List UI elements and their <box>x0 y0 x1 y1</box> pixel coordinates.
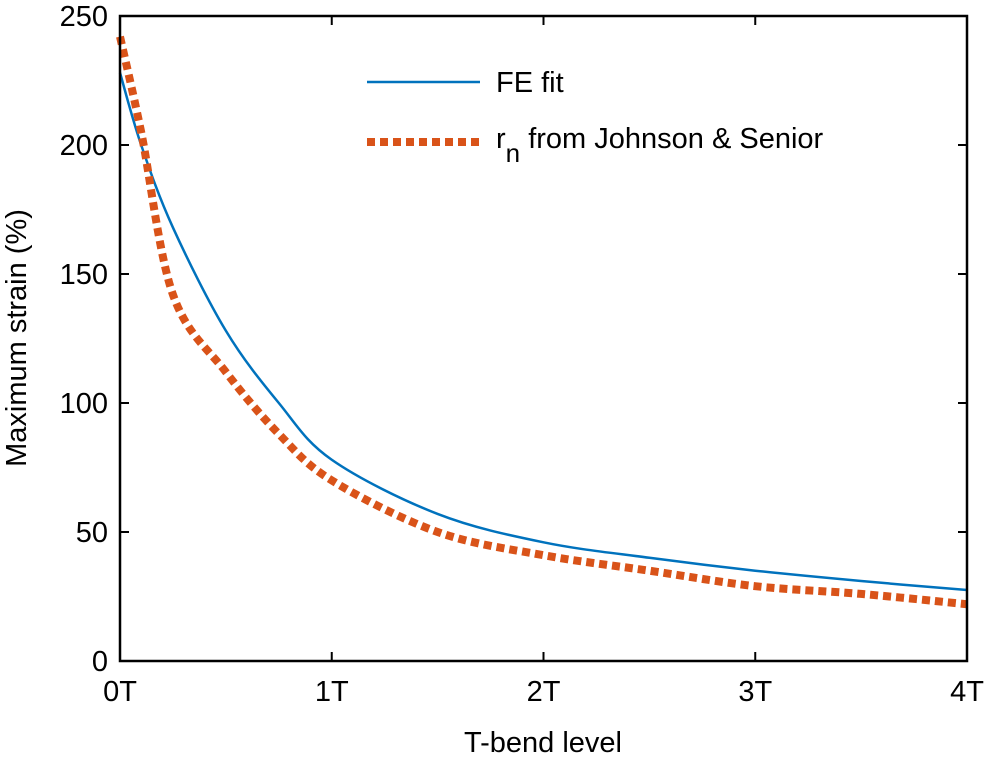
legend-label-fe-fit: FE fit <box>496 67 564 99</box>
x-tick-label: 2T <box>527 676 561 708</box>
axis-ticks: 0T 1T 2T 3T 4T 0 50 100 150 200 250 <box>60 1 985 708</box>
legend-label-johnson-senior: rn from Johnson & Senior <box>496 123 824 168</box>
y-axis-label: Maximum strain (%) <box>1 209 33 467</box>
series-group <box>116 35 968 609</box>
x-tick-label: 0T <box>103 676 137 708</box>
y-tick-label: 150 <box>60 259 108 291</box>
plot-frame <box>118 14 969 663</box>
x-tick-label: 3T <box>738 676 772 708</box>
x-axis-label: T-bend level <box>464 727 622 758</box>
series-johnson-senior <box>116 35 968 609</box>
x-tick-label: 1T <box>315 676 349 708</box>
y-tick-label: 0 <box>92 646 108 678</box>
y-tick-label: 50 <box>76 517 108 549</box>
legend: FE fit rn from Johnson & Senior <box>367 67 824 168</box>
y-tick-label: 200 <box>60 130 108 162</box>
y-tick-label: 250 <box>60 1 108 33</box>
series-fe-fit <box>118 72 968 592</box>
y-tick-label: 100 <box>60 388 108 420</box>
x-tick-label: 4T <box>950 676 984 708</box>
